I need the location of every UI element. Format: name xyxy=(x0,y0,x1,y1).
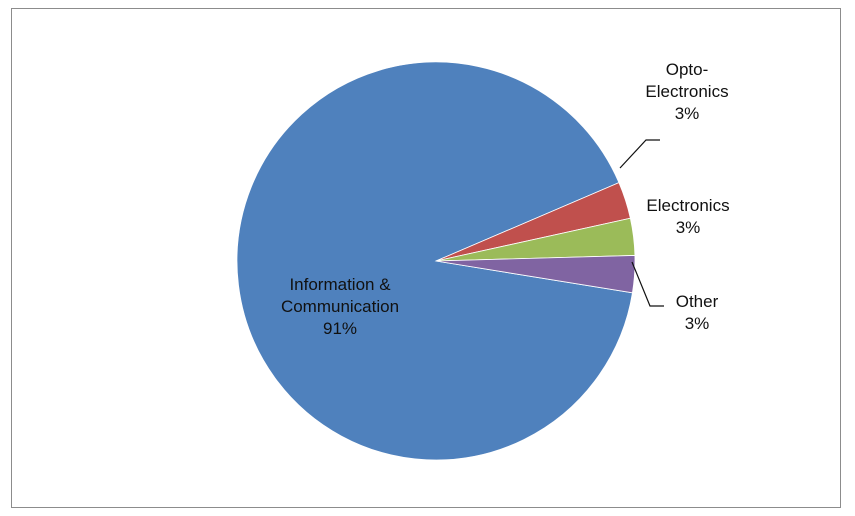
label-opto-electronics-value: 3% xyxy=(675,104,700,123)
label-opto-electronics: Opto- Electronics 3% xyxy=(645,60,728,123)
slice-other xyxy=(435,255,636,294)
label-information-communication: Information & Communication 91% xyxy=(281,275,399,338)
label-other-value: 3% xyxy=(685,314,710,333)
label-other-line: Other xyxy=(676,292,719,311)
label-information-communication-value: 91% xyxy=(323,319,357,338)
label-opto-electronics-line: Opto- xyxy=(666,60,709,79)
label-electronics: Electronics 3% xyxy=(646,196,729,237)
leader-opto-electronics xyxy=(619,139,660,169)
label-electronics-value: 3% xyxy=(676,218,701,237)
label-information-communication-line: Communication xyxy=(281,297,399,316)
label-opto-electronics-line: Electronics xyxy=(645,82,728,101)
slice-information-communication xyxy=(236,61,633,461)
label-information-communication-line: Information & xyxy=(289,275,391,294)
leader-other xyxy=(631,261,664,307)
label-other: Other 3% xyxy=(676,292,719,333)
label-electronics-line: Electronics xyxy=(646,196,729,215)
